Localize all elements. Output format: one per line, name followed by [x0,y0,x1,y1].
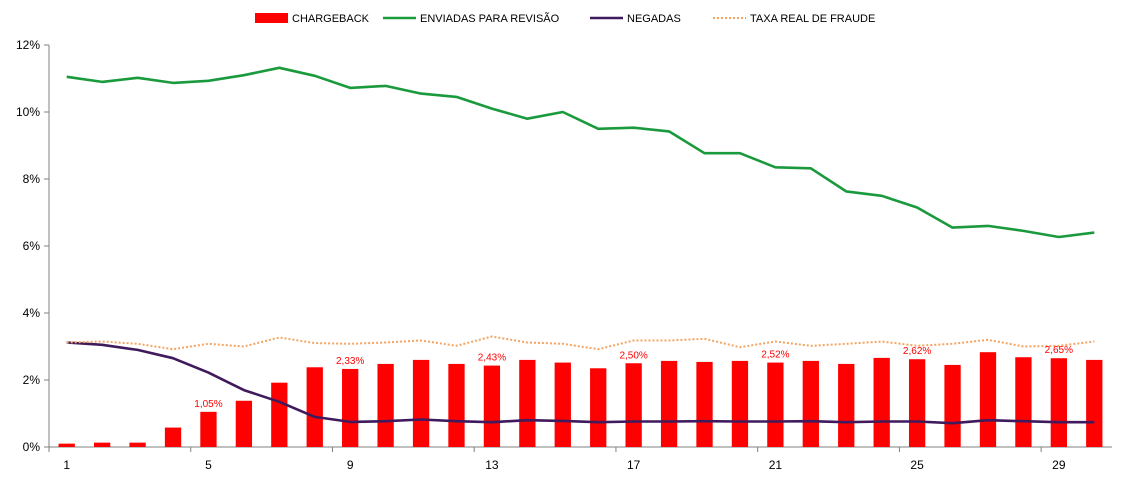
x-tick-label: 5 [205,458,212,472]
bar-chargeback [412,359,430,447]
bar-chargeback [554,362,571,447]
bar-chargeback [58,443,75,447]
x-tick-label: 17 [627,458,641,472]
data-label: 1,05% [194,399,222,410]
legend-item: CHARGEBACK [255,13,370,25]
bar-chargeback [483,365,501,447]
bar-chargeback [731,360,749,447]
bar-chargeback [519,359,536,447]
data-label: 2,43% [478,353,506,364]
y-tick-label: 0% [23,440,41,454]
bar-chargeback [377,363,394,447]
x-tick-label: 25 [910,458,924,472]
bar-chargeback [873,357,890,447]
bar-chargeback [908,359,926,447]
bar-chargeback [590,368,607,447]
bar-chargeback [448,363,465,447]
legend-label: CHARGEBACK [292,13,370,25]
bar-chargeback [164,427,182,447]
bar-chargeback [802,360,819,447]
bar-chargeback [200,411,217,447]
legend-item: NEGADAS [590,13,681,25]
legend-swatch [255,13,288,23]
bar-chargeback [979,352,997,447]
bar-chargeback [94,442,111,447]
data-label: 2,33% [336,356,364,367]
bar-chargeback [235,400,253,447]
x-tick-label: 9 [347,458,354,472]
y-tick-label: 12% [16,38,40,52]
data-labels: 1,05% 2,33% 2,43% 2,50% 2,52% 2,62% 2,65% [194,345,1073,410]
y-axis: 0% 2% 4% 6% 8% 10% 12% [16,38,50,454]
x-axis: 1 5 9 13 17 21 25 29 [48,446,1112,472]
line-enviadas-para-revis-o [66,66,1095,239]
y-tick-label: 6% [23,239,41,253]
legend-label: ENVIADAS PARA REVISÃO [420,12,560,25]
bar-chargeback [696,361,713,447]
y-tick-label: 8% [23,172,41,186]
y-tick-label: 4% [23,306,41,320]
bar-chargeback [342,368,359,447]
bar-chargeback [1086,359,1103,447]
bar-chargeback [767,362,784,447]
x-tick-label: 1 [63,458,70,472]
line-taxa-real-de-fraude [66,335,1095,351]
bar-chargeback [625,363,642,447]
legend-item: TAXA REAL DE FRAUDE [713,13,875,25]
x-tick-label: 21 [769,458,783,472]
bar-chargeback [660,360,678,447]
x-tick-label: 29 [1052,458,1066,472]
bar-chargeback [838,363,855,447]
data-label: 2,65% [1045,345,1073,356]
y-tick-label: 2% [23,373,41,387]
data-label: 2,50% [619,350,647,361]
bar-chargeback [306,367,323,447]
bar-chargeback [1050,358,1067,447]
y-tick-label: 10% [16,105,40,119]
bar-chargeback [944,364,961,447]
legend: CHARGEBACK ENVIADAS PARA REVISÃO NEGADAS TA… [255,12,875,25]
bar-chargeback [271,382,288,447]
bar-chargeback [129,442,146,447]
bar-series-chargeback [58,352,1103,447]
legend-label: NEGADAS [627,13,681,25]
x-tick-label: 13 [485,458,499,472]
bar-chargeback [1015,357,1032,447]
data-label: 2,62% [903,346,931,357]
line-negadas [66,341,1095,425]
legend-label: TAXA REAL DE FRAUDE [750,13,875,25]
line-series [66,66,1095,425]
data-label: 2,52% [761,350,789,361]
legend-item: ENVIADAS PARA REVISÃO [383,12,560,25]
